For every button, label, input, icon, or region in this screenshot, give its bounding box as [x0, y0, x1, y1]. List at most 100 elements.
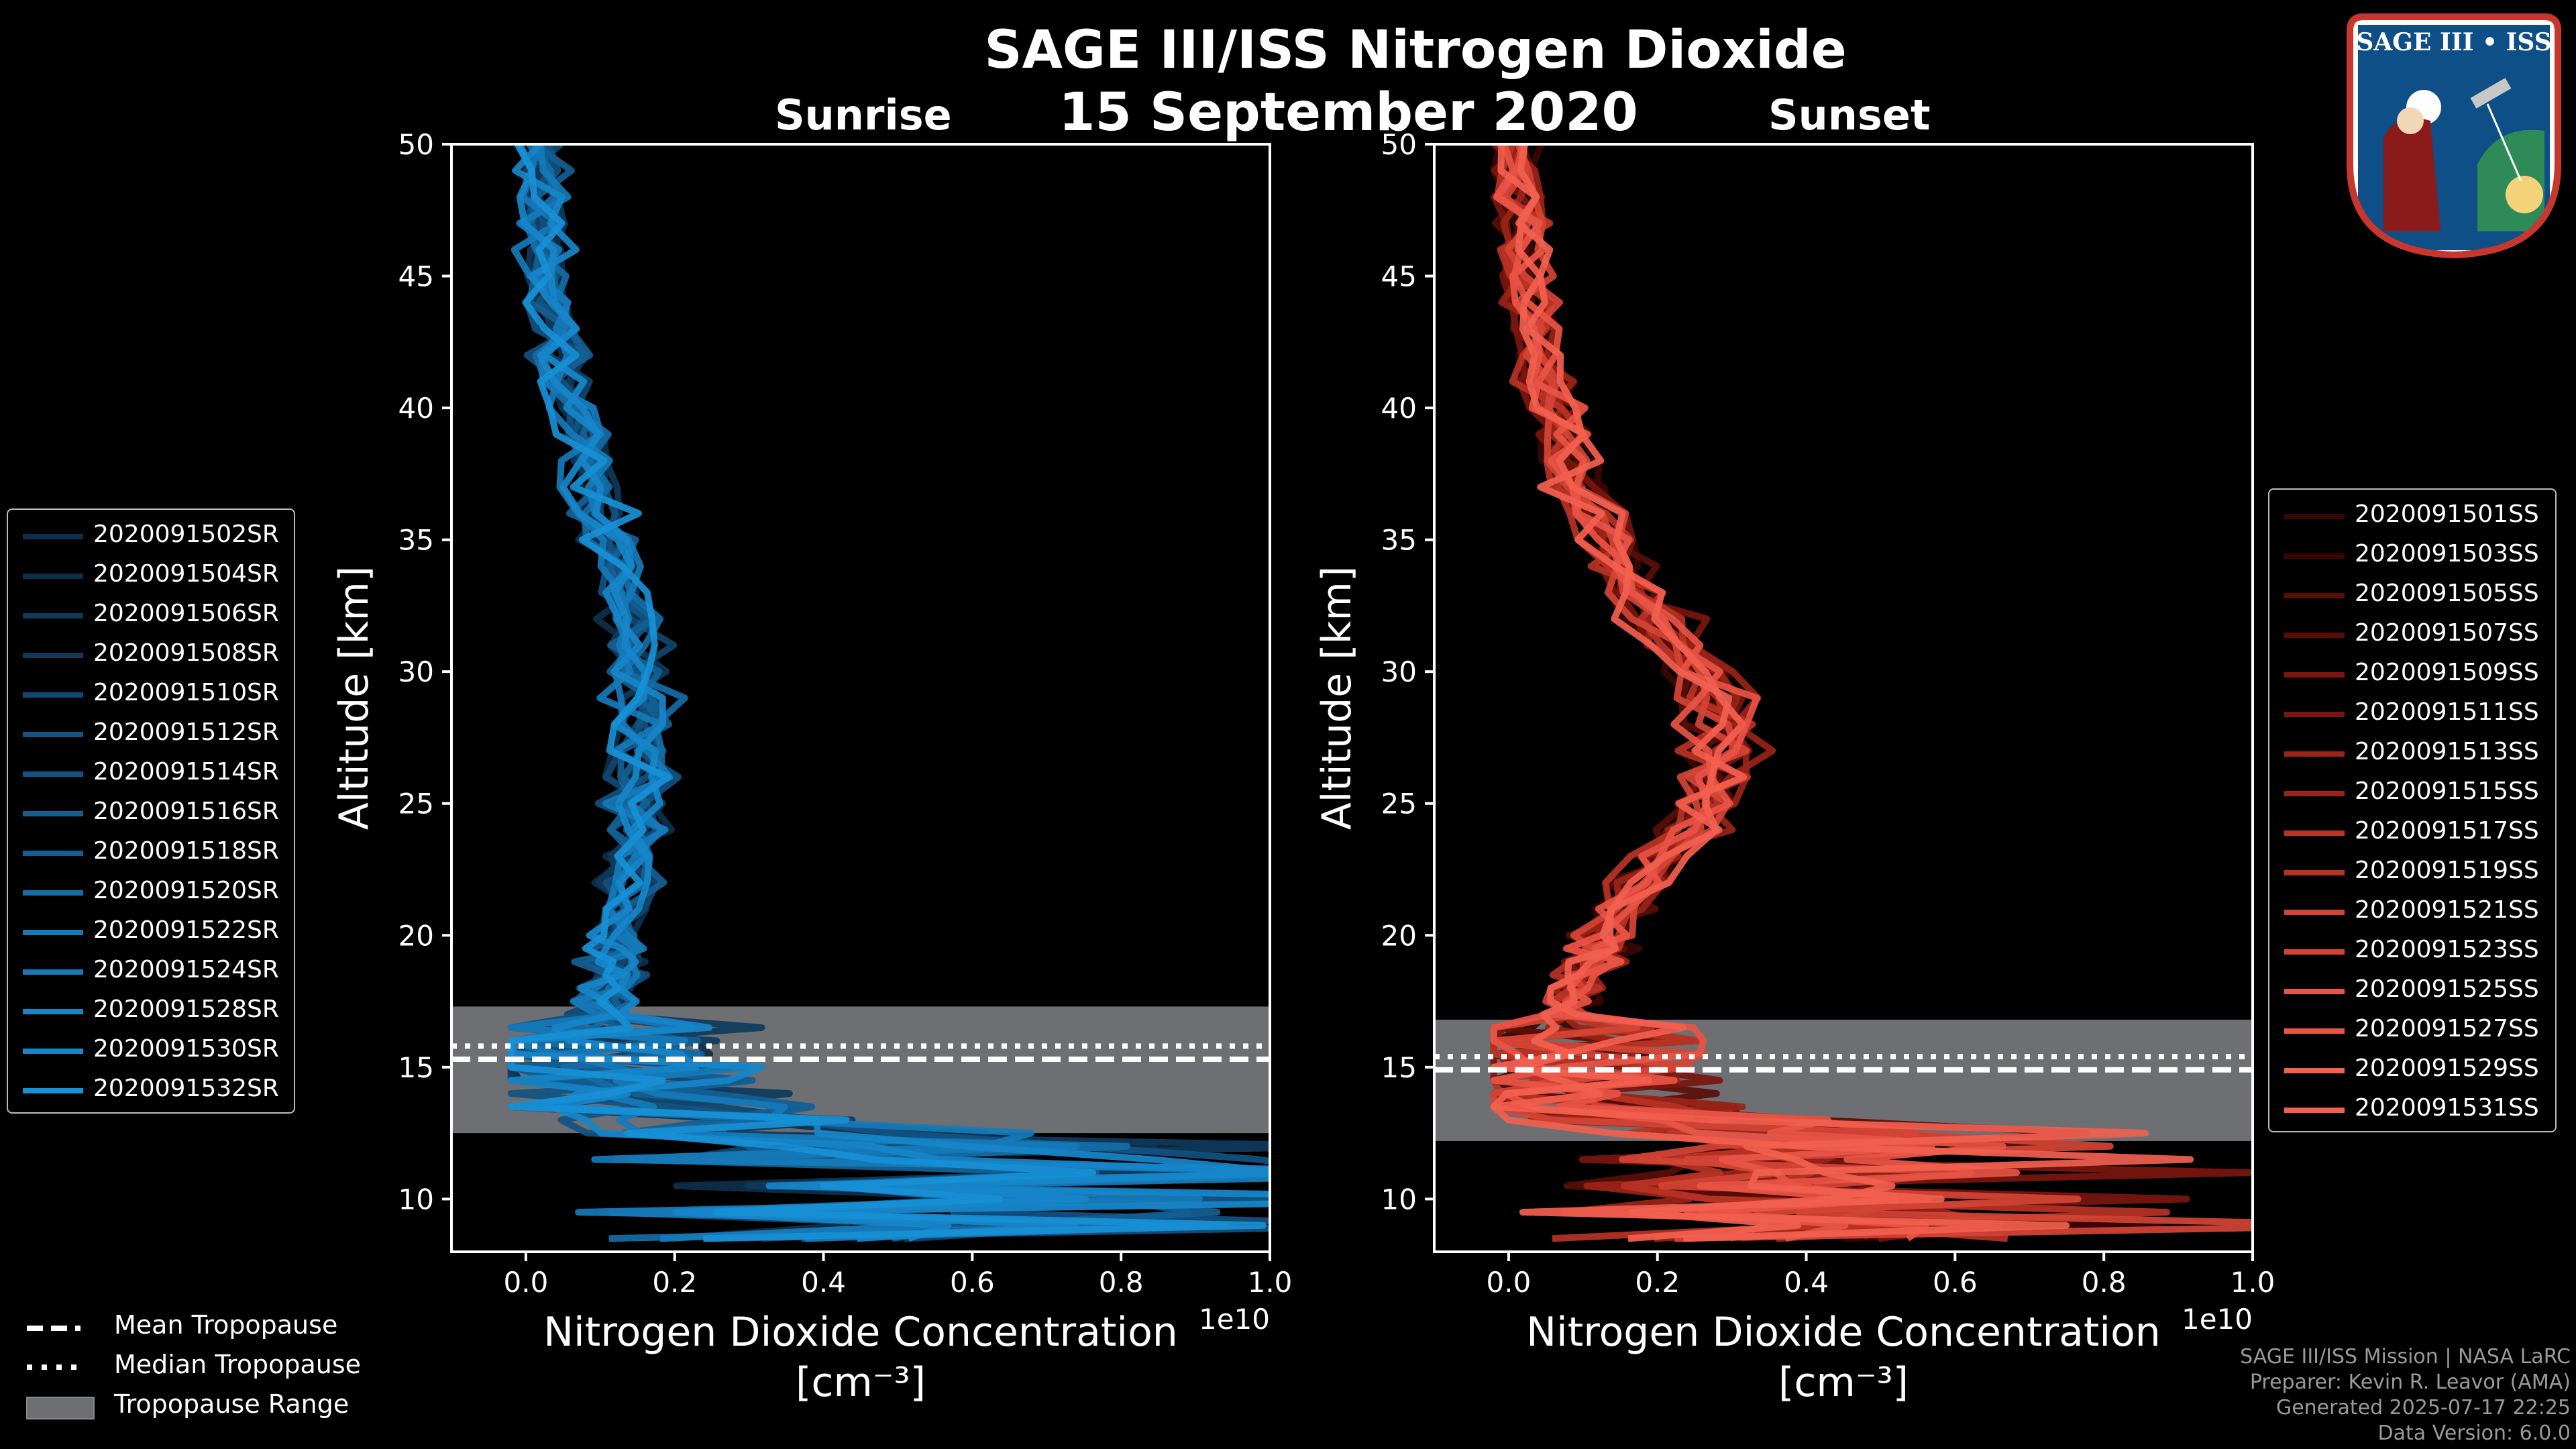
sunrise-legend-item: 2020091528SR [8, 991, 294, 1031]
sunrise-legend-label: 2020091518SR [93, 837, 279, 865]
sunrise-x-axis-label: Nitrogen Dioxide Concentration [543, 1309, 1178, 1356]
sunset-legend-label: 2020091519SS [2355, 857, 2539, 884]
sunset-x-tick-label: 0.0 [1487, 1266, 1532, 1299]
sunset-legend-label: 2020091525SS [2355, 975, 2539, 1003]
sunset-y-tick-label: 15 [1381, 1051, 1417, 1084]
sunrise-legend-label: 2020091516SR [93, 798, 279, 825]
sunrise-legend-item: 2020091516SR [8, 794, 294, 833]
sunrise-x-axis-unit: [cm⁻³] [796, 1359, 926, 1406]
sunset-legend-label: 2020091521SS [2355, 896, 2539, 924]
sunset-legend-label: 2020091523SS [2355, 936, 2539, 963]
sunset-legend-item: 2020091511SS [2269, 694, 2555, 734]
sunrise-legend-item: 2020091512SR [8, 714, 294, 754]
sunrise-legend-swatch [23, 534, 83, 539]
sage-logo: SAGE III • ISS [2343, 10, 2565, 260]
sunrise-legend-label: 2020091502SR [93, 521, 279, 548]
sunset-legend-item: 2020091501SS [2269, 496, 2555, 536]
sunset-legend-label: 2020091517SS [2355, 817, 2539, 845]
sunset-legend-swatch [2284, 751, 2345, 757]
sunrise-legend-swatch [23, 692, 83, 698]
logo-text: SAGE III • ISS [2356, 28, 2551, 56]
sunrise-legend-item: 2020091504SR [8, 556, 294, 596]
sunrise-x-tick-label: 0.6 [950, 1266, 995, 1299]
sunrise-x-multiplier: 1e10 [1199, 1303, 1270, 1336]
sunset-x-tick-label: 0.2 [1635, 1266, 1680, 1299]
sunset-legend-swatch [2284, 633, 2345, 638]
sunrise-legend-item: 2020091524SR [8, 952, 294, 991]
sunset-series-line [1490, 144, 2194, 1242]
sunrise-y-tick-label: 40 [398, 392, 434, 425]
sunset-legend-swatch [2284, 791, 2345, 796]
sunset-legend-item: 2020091521SS [2269, 892, 2555, 932]
sunrise-legend-item: 2020091522SR [8, 912, 294, 952]
sunset-x-tick-label: 0.8 [2082, 1266, 2127, 1299]
sunrise-legend: 2020091502SR 2020091504SR 2020091506SR 2020… [7, 508, 295, 1114]
sunset-legend-item: 2020091509SS [2269, 655, 2555, 694]
sunset-legend-item: 2020091503SS [2269, 536, 2555, 576]
sunrise-legend-item: 2020091518SR [8, 833, 294, 873]
sunrise-legend-label: 2020091520SR [93, 877, 279, 904]
figure-title: SAGE III/ISS Nitrogen Dioxide [984, 20, 1847, 80]
sunset-legend-label: 2020091531SS [2355, 1094, 2539, 1122]
sunrise-panel: 10 15 20 25 30 35 40 45 50 0.0 0.2 0.4 0.6 0.8 1.0 1e10… [331, 128, 1292, 1406]
sunrise-legend-swatch [23, 930, 83, 935]
sunset-legend-label: 2020091501SS [2355, 500, 2539, 528]
sunset-legend-item: 2020091525SS [2269, 971, 2555, 1011]
sunset-legend-swatch [2284, 910, 2345, 915]
sunset-legend-item: 2020091507SS [2269, 615, 2555, 655]
sunset-x-tick-label: 1.0 [2231, 1266, 2275, 1299]
sunset-legend-swatch [2284, 514, 2345, 519]
median-tropopause-label: Median Tropopause [114, 1350, 361, 1379]
sunrise-legend-swatch [23, 771, 83, 777]
sunrise-legend-item: 2020091506SR [8, 596, 294, 635]
sunset-y-axis-label: Altitude [km] [1313, 566, 1360, 830]
sunrise-y-tick-label: 30 [398, 655, 434, 688]
sunrise-y-tick-label: 15 [398, 1051, 434, 1084]
sunrise-y-tick-label: 10 [398, 1183, 434, 1216]
tropopause-range-swatch [26, 1397, 95, 1419]
sunset-legend-label: 2020091529SS [2355, 1055, 2539, 1082]
sunset-legend-swatch [2284, 593, 2345, 598]
sunrise-legend-label: 2020091532SR [93, 1075, 279, 1102]
sunset-legend: 2020091501SS 2020091503SS 2020091505SS 2020… [2268, 488, 2557, 1132]
sunset-y-tick-label: 35 [1381, 524, 1417, 557]
sunrise-legend-item: 2020091514SR [8, 754, 294, 794]
sunrise-y-axis-label: Altitude [km] [331, 566, 378, 830]
sunset-legend-swatch [2284, 870, 2345, 875]
sunrise-series-line [507, 144, 1267, 1242]
sunrise-legend-label: 2020091504SR [93, 560, 279, 588]
footer-mission: SAGE III/ISS Mission | NASA LaRC [2240, 1345, 2571, 1368]
sunset-legend-swatch [2284, 1028, 2345, 1034]
footer-credits: SAGE III/ISS Mission | NASA LaRC Prepare… [2240, 1344, 2571, 1446]
sunset-legend-item: 2020091531SS [2269, 1090, 2555, 1130]
sunset-x-tick-label: 0.6 [1933, 1266, 1978, 1299]
sunset-legend-label: 2020091509SS [2355, 659, 2539, 686]
sunset-y-tick-label: 50 [1381, 128, 1417, 161]
sunset-legend-label: 2020091503SS [2355, 540, 2539, 568]
sunset-panel: 10 15 20 25 30 35 40 45 50 0.0 0.2 0.4 0.6 0.8 1.0 1e10… [1313, 128, 2275, 1406]
sunrise-x-tick-label: 0.4 [801, 1266, 846, 1299]
date-subtitle: 15 September 2020 [1059, 83, 1638, 143]
sunset-legend-item: 2020091529SS [2269, 1051, 2555, 1090]
sunrise-legend-label: 2020091522SR [93, 916, 279, 944]
sunset-legend-swatch [2284, 1108, 2345, 1113]
sunrise-legend-swatch [23, 613, 83, 619]
sunrise-legend-label: 2020091512SR [93, 718, 279, 746]
sunrise-legend-item: 2020091508SR [8, 635, 294, 675]
mean-tropopause-label: Mean Tropopause [114, 1310, 338, 1340]
sunset-series-line [1490, 144, 2149, 1242]
sunset-legend-item: 2020091519SS [2269, 853, 2555, 892]
sunset-legend-item: 2020091515SS [2269, 773, 2555, 813]
sunset-legend-swatch [2284, 1068, 2345, 1073]
sunrise-legend-swatch [23, 1009, 83, 1014]
sunset-x-axis-label: Nitrogen Dioxide Concentration [1526, 1309, 2161, 1356]
sunrise-legend-swatch [23, 653, 83, 658]
sunrise-legend-swatch [23, 1049, 83, 1054]
sunset-legend-item: 2020091513SS [2269, 734, 2555, 773]
sunset-panel-title: Sunset [1768, 91, 1931, 140]
sunrise-legend-swatch [23, 969, 83, 975]
sunset-legend-swatch [2284, 712, 2345, 717]
sunset-legend-item: 2020091517SS [2269, 813, 2555, 853]
